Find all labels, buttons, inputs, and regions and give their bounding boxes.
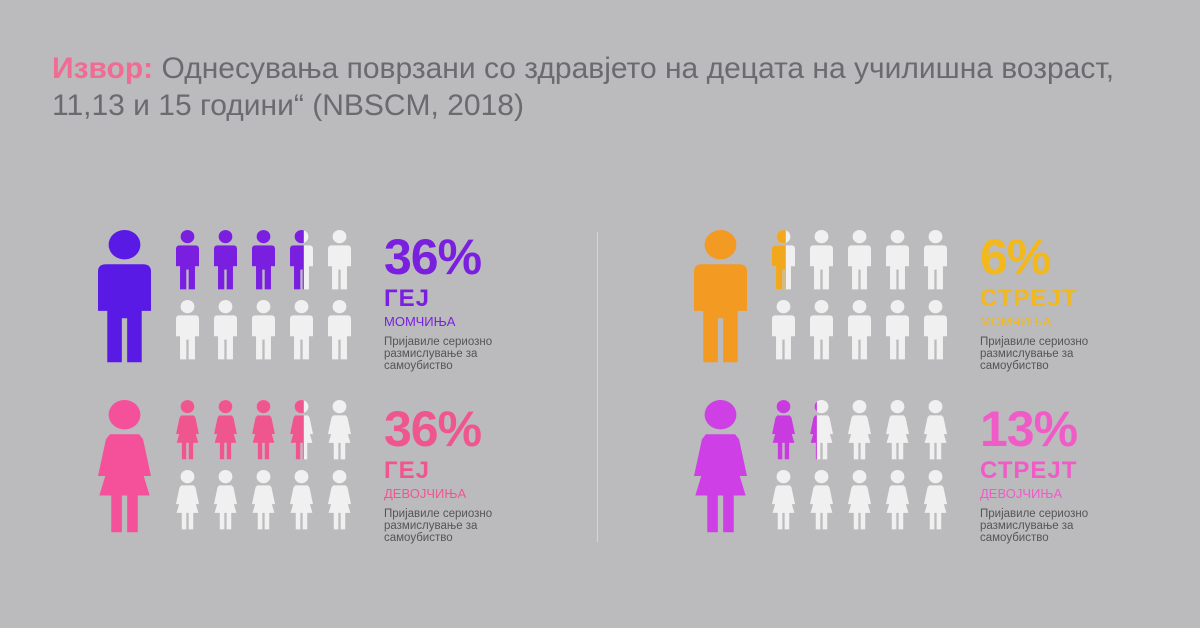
female-icon [848, 470, 871, 530]
female-icon [924, 470, 947, 530]
percent-value: 6% [980, 229, 1051, 285]
infographic-panel-gay-boys: 36% ГЕЈ МОМЧИЊА Пријавиле сериозно разми… [94, 228, 574, 378]
center-divider [597, 232, 598, 542]
male-icon [176, 230, 199, 290]
female-icon [328, 470, 351, 530]
male-icon [924, 230, 947, 290]
percent-value: 36% [384, 401, 482, 457]
description-text: Пријавиле сериозно размислување за самоу… [980, 336, 1089, 372]
stat-block-straight-boys: 6% СТРЕЈТ МОМЧИЊА Пријавиле сериозно раз… [980, 232, 1110, 372]
orientation-label: СТРЕЈТ [980, 457, 1078, 484]
male-icon [772, 230, 795, 290]
infographic-panel-straight-boys: 6% СТРЕЈТ МОМЧИЊА Пријавиле сериозно раз… [690, 228, 1170, 378]
orientation-label: ГЕЈ [384, 285, 430, 312]
female-icon [886, 470, 909, 530]
stat-block-gay-boys: 36% ГЕЈ МОМЧИЊА Пријавиле сериозно разми… [384, 232, 514, 372]
female-icon [176, 400, 199, 460]
male-icon [252, 300, 275, 360]
male-icon [290, 300, 313, 360]
icon-array-straight-girls [694, 400, 947, 533]
large-female-figure [98, 400, 151, 533]
male-icon [328, 230, 351, 290]
orientation-label: ГЕЈ [384, 457, 430, 484]
description-text: Пријавиле сериозно размислување за самоу… [980, 508, 1089, 544]
male-icon [214, 230, 237, 290]
description-text: Пријавиле сериозно размислување за самоу… [384, 336, 493, 372]
male-icon [252, 230, 275, 290]
source-text: Однесувања поврзани со здравјето на деца… [52, 52, 1115, 122]
large-female-figure [694, 400, 747, 533]
male-icon [848, 230, 871, 290]
female-icon [772, 400, 795, 460]
female-icon [214, 400, 237, 460]
gender-label: МОМЧИЊА [980, 314, 1052, 329]
source-label: Извор: [52, 52, 154, 85]
female-icon [886, 400, 909, 460]
female-icon [290, 470, 313, 530]
percent-value: 13% [980, 401, 1078, 457]
female-icon [176, 470, 199, 530]
male-icon [810, 230, 833, 290]
gender-label: МОМЧИЊА [384, 314, 456, 329]
large-male-figure [98, 230, 151, 363]
male-icon [214, 300, 237, 360]
male-icon [176, 300, 199, 360]
icon-array-straight-boys [694, 230, 947, 363]
icon-array-gay-boys [98, 230, 351, 363]
gender-label: ДЕВОЈЧИЊА [384, 486, 467, 501]
large-male-figure [694, 230, 747, 363]
male-icon [886, 300, 909, 360]
female-icon [252, 470, 275, 530]
source-header: Извор: Однесувања поврзани со здравјето … [52, 50, 1152, 124]
stat-block-straight-girls: 13% СТРЕЈТ ДЕВОЈЧИЊА Пријавиле сериозно … [980, 404, 1110, 544]
female-icon [290, 400, 313, 460]
description-text: Пријавиле сериозно размислување за самоу… [384, 508, 493, 544]
male-icon [328, 300, 351, 360]
female-icon [848, 400, 871, 460]
infographic-panel-straight-girls: 13% СТРЕЈТ ДЕВОЈЧИЊА Пријавиле сериозно … [690, 398, 1170, 548]
female-icon [924, 400, 947, 460]
percent-value: 36% [384, 229, 482, 285]
female-icon [810, 470, 833, 530]
infographic-panel-gay-girls: 36% ГЕЈ ДЕВОЈЧИЊА Пријавиле сериозно раз… [94, 398, 574, 548]
female-icon [772, 470, 795, 530]
female-icon [214, 470, 237, 530]
female-icon [252, 400, 275, 460]
orientation-label: СТРЕЈТ [980, 285, 1078, 312]
female-icon [328, 400, 351, 460]
male-icon [810, 300, 833, 360]
stat-block-gay-girls: 36% ГЕЈ ДЕВОЈЧИЊА Пријавиле сериозно раз… [384, 404, 514, 544]
male-icon [772, 300, 795, 360]
female-icon [810, 400, 833, 460]
male-icon [290, 230, 313, 290]
male-icon [924, 300, 947, 360]
male-icon [848, 300, 871, 360]
male-icon [886, 230, 909, 290]
icon-array-gay-girls [98, 400, 351, 533]
gender-label: ДЕВОЈЧИЊА [980, 486, 1063, 501]
